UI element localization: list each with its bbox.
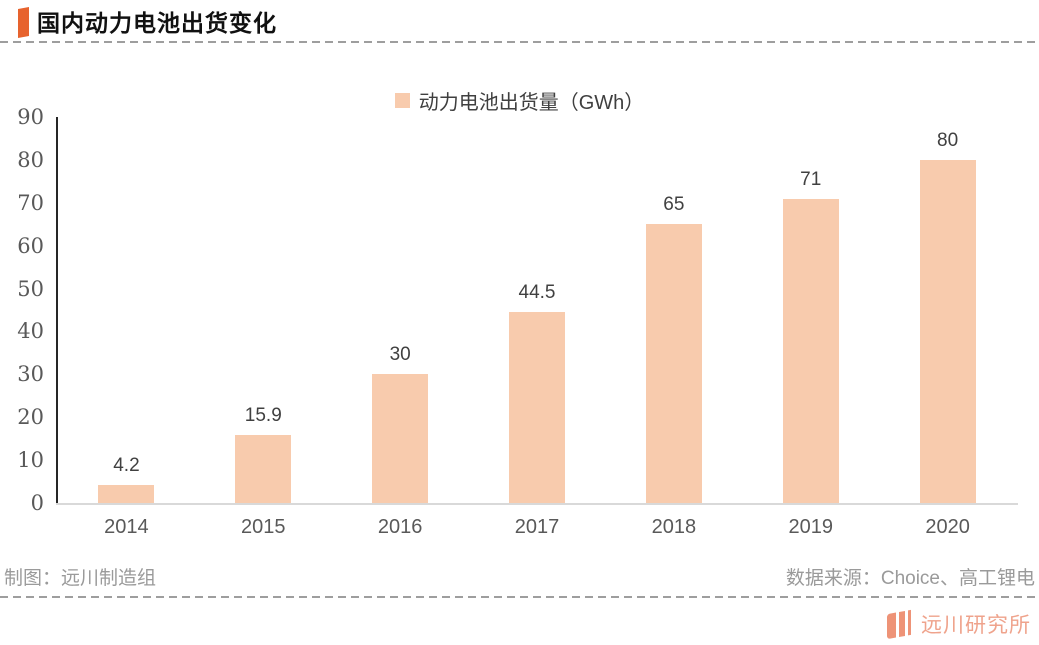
logo-bar [908,609,911,636]
logo-bar [887,612,896,640]
brand-logo: 远川研究所 [887,609,1031,640]
y-tick-label: 40 [17,319,44,344]
bar-slot: 15.9 2015 [195,117,332,538]
bar-slot: 4.2 2014 [58,117,195,538]
bar [509,312,565,503]
chart-header: 国内动力电池出货变化 [18,4,277,38]
x-tick-label: 2014 [104,516,149,538]
y-tick-label: 20 [17,405,44,430]
credit-text: 制图：远川制造组 [4,568,157,589]
title-accent-bar [18,6,29,38]
footer: 制图：远川制造组 数据来源：Choice、高工锂电 [0,563,1039,590]
legend-label: 动力电池出货量（GWh） [418,92,645,114]
three-bars-icon [887,609,911,640]
x-tick-label: 2017 [514,516,560,538]
bar [782,198,839,503]
bar-value-label: 4.2 [113,455,140,476]
bar-value-label: 44.5 [518,282,556,304]
y-tick-label: 90 [17,105,44,129]
divider-bottom [0,596,1039,598]
page-title: 国内动力电池出货变化 [37,10,277,36]
bar-slot: 30 2016 [332,117,469,538]
y-tick-label: 60 [17,233,44,258]
plot-area: 4.2 2014 15.9 2015 30 2016 44.5 2017 65 2018 71 201… [58,117,1016,538]
y-axis-ticks: 90 80 70 60 50 40 30 20 10 0 [0,105,44,515]
bar-slot: 44.5 2017 [469,117,606,538]
source-text: 数据来源：Choice、高工锂电 [785,568,1035,589]
x-tick-label: 2019 [788,516,833,538]
x-tick-label: 2020 [925,516,970,538]
bar-chart: 90 80 70 60 50 40 30 20 10 0 4.2 2014 15.9 2015 30 201… [0,105,1039,567]
bar-slot: 71 2019 [742,117,879,538]
divider-top [0,41,1039,43]
y-tick-label: 80 [17,147,44,172]
y-tick-label: 10 [17,448,44,473]
bar [372,374,429,503]
x-tick-label: 2015 [241,516,286,538]
logo-text: 远川研究所 [921,614,1031,637]
bar-slot: 65 2018 [605,117,742,538]
y-tick-label: 30 [17,362,44,387]
bar [919,159,976,503]
y-tick-label: 0 [30,491,44,515]
legend-swatch [394,93,410,108]
y-tick-label: 70 [17,190,44,215]
bar [235,434,292,503]
y-tick-label: 50 [17,276,44,301]
bar-value-label: 30 [389,344,411,366]
x-tick-label: 2016 [377,516,423,538]
bar-value-label: 71 [800,168,822,190]
bar-value-label: 65 [663,194,685,216]
bar [645,224,702,503]
bar-slot: 80 2020 [879,117,1016,538]
x-axis-line [56,503,1018,505]
x-tick-label: 2018 [651,516,697,538]
y-axis-line [56,117,58,505]
bar-value-label: 15.9 [244,404,282,426]
logo-bar [899,610,905,637]
bar-value-label: 80 [937,129,959,151]
bar [98,485,155,503]
legend: 动力电池出货量（GWh） [0,86,1039,115]
